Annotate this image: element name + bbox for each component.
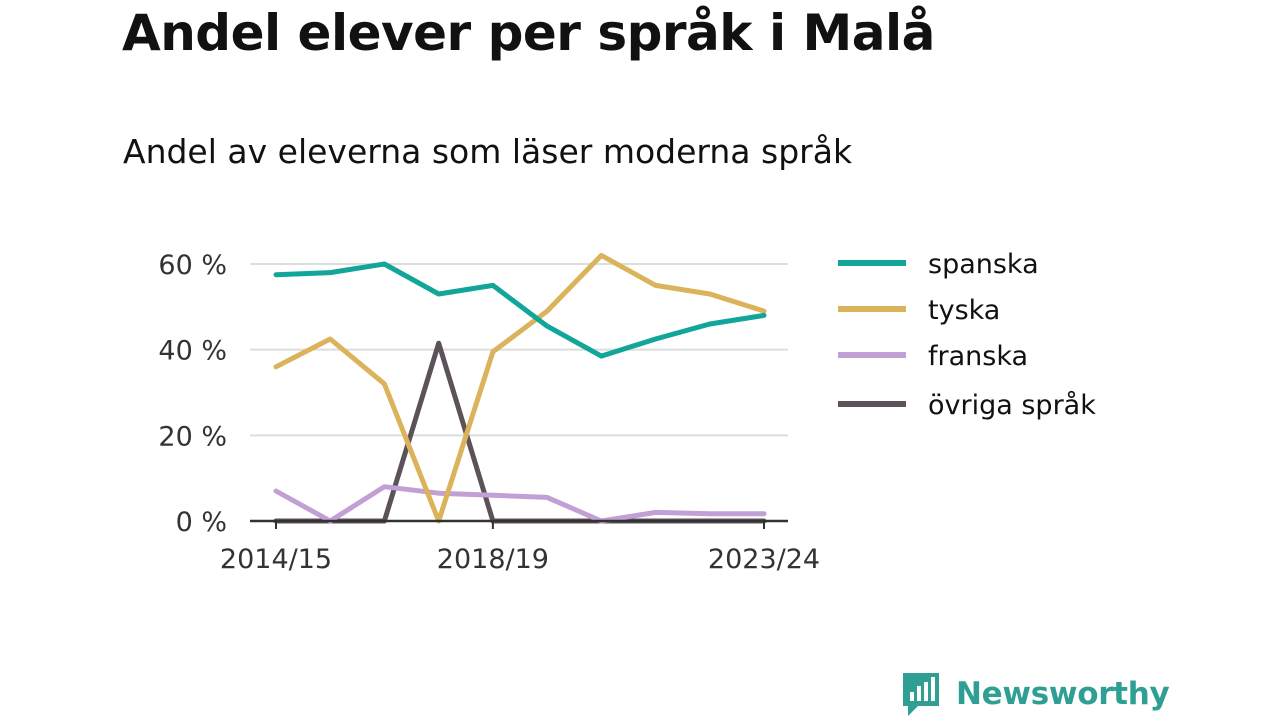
y-tick-label: 20 % <box>158 421 227 452</box>
legend-label: franska <box>928 341 1028 372</box>
x-tick-label: 2018/19 <box>437 544 549 575</box>
legend-layer: spanska tyska franska övriga språk <box>838 249 1096 421</box>
y-tick-label: 60 % <box>158 250 227 281</box>
series-line-spanska <box>273 261 767 359</box>
y-tick-label: 40 % <box>158 336 227 367</box>
grid-layer <box>250 263 788 437</box>
chart-subtitle: Andel av eleverna som läser moderna språ… <box>123 132 853 171</box>
newsworthy-logo-icon <box>903 673 939 716</box>
x-tick-label: 2023/24 <box>708 544 820 575</box>
chart-title: Andel elever per språk i Malå <box>122 4 935 62</box>
legend-label: tyska <box>928 295 1000 326</box>
series-layer <box>273 252 767 524</box>
y-tick-label: 0 % <box>176 507 227 538</box>
legend-label: spanska <box>928 249 1039 280</box>
brand-name: Newsworthy <box>956 676 1170 712</box>
legend-label: övriga språk <box>928 390 1096 421</box>
brand-logo: Newsworthy <box>900 670 1170 718</box>
series-line-tyska <box>273 252 767 524</box>
axis-layer: 0 % 20 % 40 % 60 % 2014/15 2018/19 2023/24 <box>158 250 820 575</box>
series-line-franska <box>273 484 767 524</box>
x-tick-label: 2014/15 <box>220 544 332 575</box>
